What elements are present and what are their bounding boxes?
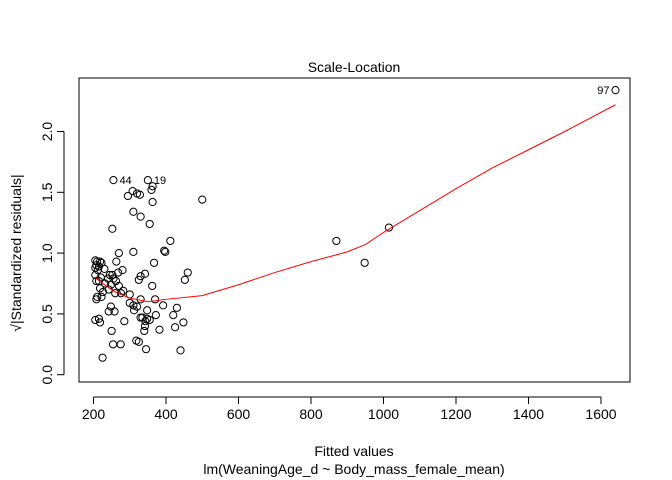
data-point [94,314,104,323]
data-point [94,262,104,271]
x-axis-label: Fitted values [314,443,393,459]
data-point [108,340,118,349]
data-point [360,258,369,267]
y-tick-label: 0.0 [39,365,55,385]
data-point [129,207,138,216]
data-point [93,257,102,266]
data-point [136,212,145,221]
plot-frame [78,77,631,383]
data-point [141,345,151,354]
data-point [151,311,160,320]
data-point [114,249,123,258]
data-point [149,258,159,267]
data-point [141,317,150,326]
data-point [172,303,181,312]
point-id-label: 19 [154,175,166,187]
data-point [129,301,138,310]
data-point [134,275,143,284]
point-id-label: 97 [597,85,609,97]
data-point [92,295,101,304]
chart-title: Scale-Location [308,59,401,75]
point-labels: 97 44 19 [119,85,609,187]
x-tick-label: 400 [154,406,178,422]
data-point [140,321,150,331]
data-point [107,326,116,336]
data-point [91,315,100,325]
scatter-points [91,86,620,362]
data-point [101,279,110,288]
data-point [148,197,157,207]
data-point [110,307,119,316]
data-point [119,286,128,295]
y-tick-label: 1.5 [39,182,55,202]
data-point [143,176,152,185]
x-tick-label: 800 [299,406,323,422]
data-point [611,86,620,95]
data-point [106,280,116,289]
data-point [176,346,185,355]
data-point [116,340,125,349]
data-point [143,306,152,315]
data-point [108,224,117,233]
data-point [170,323,180,332]
data-point [179,318,188,327]
data-point [160,246,169,255]
data-point [148,281,157,291]
data-point [140,269,150,278]
y-axis-label: √|Standardized residuals| [8,174,24,331]
data-point [91,270,100,280]
y-tick-label: 0.5 [39,304,55,324]
data-point [332,236,341,246]
model-formula: lm(WeaningAge_d ~ Body_mass_female_mean) [203,461,504,477]
data-point [130,306,139,315]
y-axis: 0.0 0.5 1.0 1.5 2.0 [39,122,65,385]
x-tick-label: 1200 [440,406,471,422]
x-tick-label: 1600 [585,406,616,422]
data-point [104,307,113,316]
data-point [384,223,394,232]
data-point [135,190,144,199]
data-point [95,318,105,327]
data-point [98,287,108,297]
data-point [120,317,129,326]
data-point [114,281,123,291]
y-tick-label: 1.0 [39,243,55,263]
x-axis: 200 400 600 800 1000 1200 1400 1600 [82,396,617,422]
data-point [166,236,175,246]
data-point [129,247,138,256]
data-point [148,182,157,191]
data-point [161,247,170,256]
data-point [118,266,127,275]
data-point [112,257,121,266]
data-point [109,176,118,185]
data-point [123,191,133,201]
data-point [100,264,109,274]
data-point [151,295,160,304]
data-point [155,325,164,334]
data-point [145,315,154,325]
data-point [97,292,106,301]
x-tick-label: 1400 [513,406,544,422]
data-point [198,195,207,204]
data-point [145,219,154,229]
data-point [169,311,178,320]
data-point [180,275,189,284]
data-point [183,268,192,277]
data-point [128,186,137,196]
data-point [114,268,123,277]
point-id-label: 44 [119,175,131,187]
x-tick-label: 1000 [368,406,399,422]
data-point [140,326,149,336]
data-point [134,337,143,346]
x-tick-label: 200 [82,406,106,422]
smoother-line [94,104,616,303]
x-tick-label: 600 [227,406,251,422]
data-point [147,185,156,194]
data-point [98,353,107,362]
data-point [159,301,168,310]
y-tick-label: 2.0 [39,122,55,142]
data-point [93,266,102,275]
